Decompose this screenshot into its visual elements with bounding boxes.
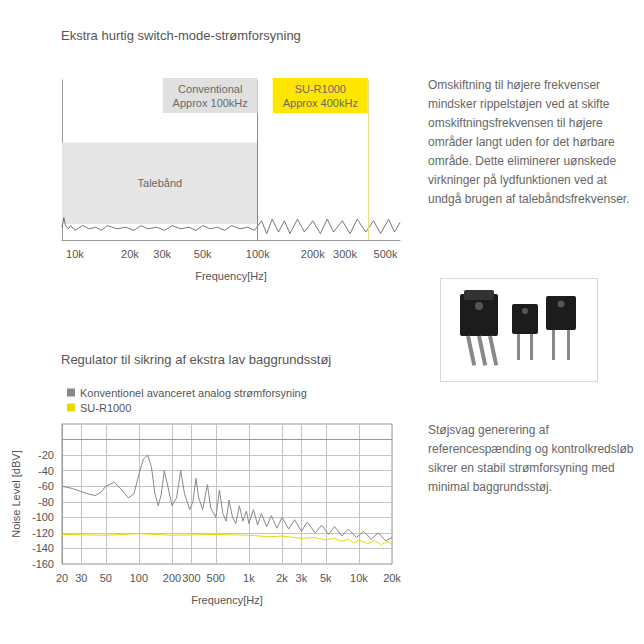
svg-text:-40: -40 [38,465,54,477]
svg-text:50k: 50k [194,248,212,260]
svg-text:20k: 20k [383,572,401,584]
svg-text:-160: -160 [32,558,54,570]
svg-text:Ekstra hurtig switch-mode-strø: Ekstra hurtig switch-mode-strømforsyning [61,28,301,43]
svg-text:SU-R1000: SU-R1000 [295,83,346,95]
svg-text:500: 500 [207,572,225,584]
svg-text:200k: 200k [301,248,325,260]
svg-text:30: 30 [75,572,87,584]
svg-text:100: 100 [130,572,148,584]
svg-text:Approx 100kHz: Approx 100kHz [173,97,248,109]
svg-text:-60: -60 [38,480,54,492]
svg-text:10k: 10k [66,248,84,260]
svg-text:5k: 5k [320,572,332,584]
svg-text:500k: 500k [374,248,398,260]
svg-text:200: 200 [163,572,181,584]
svg-text:-20: -20 [38,449,54,461]
svg-text:1k: 1k [243,572,255,584]
svg-text:20k: 20k [121,248,139,260]
html-text:Omskiftning til højere frekven: Omskiftning til højere frekvenser mindsk… [428,78,630,206]
svg-text:-120: -120 [32,527,54,539]
svg-text:-80: -80 [38,496,54,508]
svg-text:Frequency[Hz]: Frequency[Hz] [195,270,267,282]
svg-text:10k: 10k [350,572,368,584]
svg-text:Frequency[Hz]: Frequency[Hz] [191,594,263,606]
svg-text:Conventional: Conventional [178,83,242,95]
svg-text:SU-R1000: SU-R1000 [80,402,131,414]
svg-text:Approx 400kHz: Approx 400kHz [283,97,358,109]
html-text:Støjsvag generering af referen: Støjsvag generering af referencespænding… [428,423,634,494]
svg-text:2k: 2k [276,572,288,584]
svg-text:Noise Level [dBV]: Noise Level [dBV] [10,450,22,537]
svg-text:3k: 3k [296,572,308,584]
svg-text:50: 50 [100,572,112,584]
svg-text:-100: -100 [32,511,54,523]
svg-text:Talebånd: Talebånd [138,177,183,189]
svg-text:300k: 300k [333,248,357,260]
svg-text:Regulator til sikring af ekstr: Regulator til sikring af ekstra lav bagg… [61,352,331,367]
svg-text:-140: -140 [32,542,54,554]
svg-text:Konventionel avanceret analog: Konventionel avanceret analog strømforsy… [80,387,307,399]
svg-text:100k: 100k [246,248,270,260]
svg-text:20: 20 [56,572,68,584]
svg-text:300: 300 [182,572,200,584]
svg-text:30k: 30k [153,248,171,260]
